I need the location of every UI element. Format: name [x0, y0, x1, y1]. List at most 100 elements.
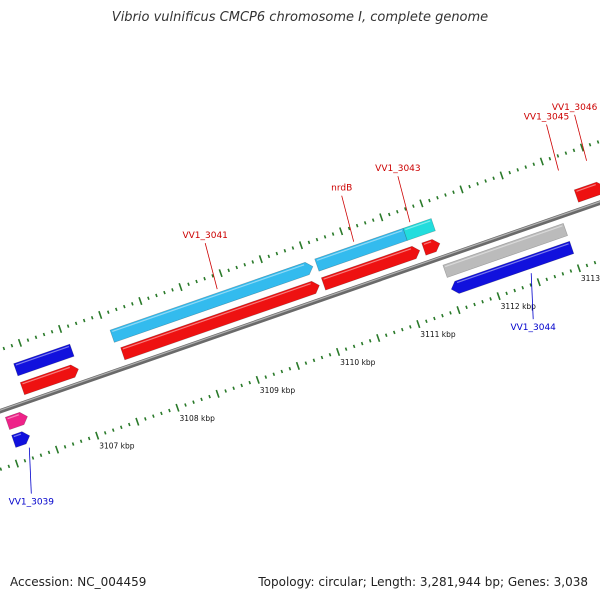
tick-mark: [98, 310, 103, 320]
feature-red-nrdB: [320, 245, 421, 291]
tick-mark: [152, 414, 155, 418]
tick-mark: [135, 417, 140, 426]
tick-mark: [428, 198, 431, 203]
feature-shape: [19, 364, 79, 396]
tick-mark: [291, 246, 295, 250]
feature-shape: [421, 239, 441, 256]
feature-red-forward-left: [19, 364, 79, 396]
tick-mark: [74, 321, 78, 326]
gene-label: VV1_3043: [375, 164, 420, 174]
tick-mark: [441, 313, 444, 318]
gene-label: VV1_3041: [182, 231, 227, 241]
tick-mark: [103, 431, 107, 435]
tick-mark: [280, 369, 284, 374]
tick-mark: [496, 292, 501, 301]
tick-mark: [14, 459, 19, 468]
gene-label: VV1_3046: [552, 103, 598, 113]
tick-mark: [344, 347, 348, 351]
tick-mark: [564, 151, 568, 155]
tick-mark: [54, 445, 60, 454]
tick-mark: [456, 306, 461, 315]
backbone-highlight: [0, 201, 600, 411]
tick-mark: [258, 255, 263, 264]
tick-mark: [585, 263, 589, 268]
tick-mark: [288, 366, 292, 371]
tick-mark: [138, 296, 143, 306]
tick-mark: [267, 254, 271, 259]
tick-mark: [444, 193, 447, 197]
tick-mark: [163, 290, 166, 295]
feature-highlight: [15, 345, 70, 366]
tick-mark: [556, 154, 560, 158]
feature-highlight: [405, 220, 431, 231]
tick-mark: [409, 325, 412, 329]
feature-shape: [573, 181, 600, 203]
tick-mark: [160, 411, 163, 416]
tick-mark: [508, 170, 511, 175]
feature-highlight: [576, 184, 596, 192]
tick-mark: [187, 282, 190, 287]
leader-line: [341, 195, 355, 242]
tick-mark: [473, 302, 476, 307]
tick-mark: [175, 403, 180, 412]
tick-mark: [39, 453, 43, 457]
accession-text: Accession: NC_004459: [10, 575, 147, 589]
features: [4, 181, 600, 448]
tick-mark: [63, 445, 67, 449]
tick-mark: [396, 209, 399, 214]
tick-mark: [47, 450, 51, 455]
feature-highlight: [22, 366, 70, 385]
tick-mark: [26, 338, 30, 342]
tick-mark: [123, 304, 126, 309]
gene-label-VV1_3041: VV1_3041: [182, 231, 228, 290]
tick-mark: [178, 283, 183, 292]
feature-shape: [4, 411, 28, 430]
tick-mark: [232, 386, 235, 391]
tick-mark: [82, 318, 86, 323]
tick-mark: [419, 199, 424, 208]
tick-mark: [352, 344, 356, 349]
tick-mark: [392, 330, 396, 335]
leader-line: [397, 176, 411, 223]
tick-mark: [416, 320, 421, 329]
feature-red-3041: [120, 280, 320, 361]
tick-mark: [588, 142, 592, 147]
gene-label: VV1_3045: [524, 113, 569, 123]
feature-highlight: [112, 264, 305, 333]
tick-mark: [227, 268, 230, 273]
tick-mark: [499, 171, 504, 180]
feature-blue-reverse-left: [11, 431, 31, 448]
tick-mark: [449, 311, 452, 315]
tick-mark: [320, 355, 324, 360]
tick-mark: [452, 190, 455, 194]
tick-mark: [492, 176, 495, 181]
tick-mark: [50, 329, 54, 334]
tick-mark: [272, 372, 276, 377]
scale-label: 3107 kbp: [99, 442, 135, 451]
tick-mark: [215, 389, 220, 398]
tick-mark: [264, 375, 268, 379]
tick-mark: [468, 184, 471, 189]
tick-mark: [0, 467, 3, 471]
tick-mark: [331, 232, 335, 236]
tick-mark: [347, 226, 351, 231]
backbone-line: [0, 200, 600, 414]
tick-mark: [106, 310, 110, 314]
tick-mark: [516, 168, 520, 172]
feature-red-3043: [421, 239, 441, 256]
tick-mark: [155, 293, 158, 298]
feature-pink-reverse: [4, 411, 28, 430]
tick-mark: [539, 157, 544, 166]
gene-label-nrdB: nrdB: [331, 184, 355, 242]
tick-mark: [476, 182, 479, 186]
tick-mark: [371, 218, 375, 222]
tick-mark: [335, 347, 341, 356]
tick-mark: [42, 332, 46, 337]
tick-mark: [295, 361, 300, 370]
gene-label-VV1_3046: VV1_3046: [552, 103, 598, 161]
tick-mark: [315, 237, 319, 242]
tick-mark: [561, 272, 565, 276]
tick-mark: [192, 400, 195, 404]
tick-mark: [211, 274, 214, 278]
